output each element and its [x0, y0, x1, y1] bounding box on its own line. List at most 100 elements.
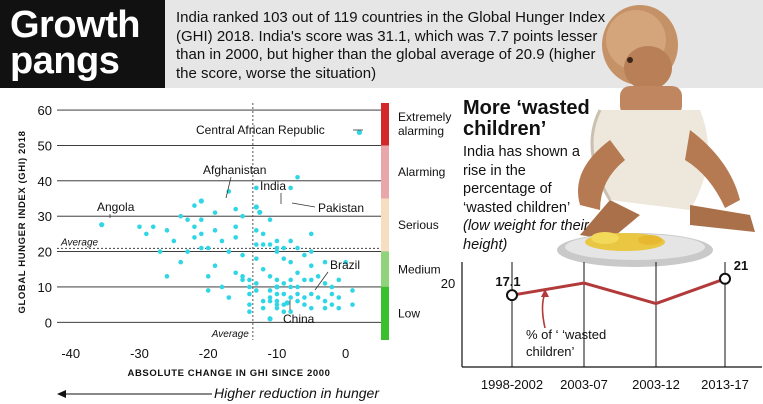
- scatter-point: [253, 185, 259, 191]
- scatter-point: [240, 277, 245, 283]
- scatter-point: [267, 217, 273, 223]
- y-tick-label: 40: [38, 174, 52, 189]
- scatter-point: [219, 238, 225, 244]
- x-tick-label: -20: [199, 346, 218, 361]
- scatter-point: [247, 284, 252, 290]
- scatter-point: [185, 217, 190, 223]
- scatter-point: [205, 245, 211, 251]
- scatter-point: [329, 284, 335, 290]
- label-leader: [291, 202, 316, 208]
- scatter-point: [226, 295, 232, 300]
- scatter-points: [99, 129, 362, 322]
- scatter-point: [178, 259, 184, 265]
- scatter-point: [295, 291, 300, 297]
- y-tick-label: 60: [38, 103, 52, 118]
- scatter-point: [205, 288, 211, 293]
- scatter-point: [322, 281, 328, 286]
- scatter-point: [315, 295, 321, 300]
- scatter-point: [137, 224, 142, 230]
- severity-label: Low: [398, 306, 420, 320]
- scatter-point: [233, 224, 238, 230]
- y-tick-label: 10: [38, 280, 52, 295]
- scatter-point: [267, 242, 273, 247]
- scatter-point: [295, 270, 300, 276]
- scatter-point: [274, 238, 280, 244]
- scatter-point: [336, 277, 342, 283]
- y-tick-label: 0: [45, 315, 52, 330]
- scatter-point: [302, 252, 307, 258]
- title-box: Growth pangs: [0, 0, 165, 88]
- x-tick-label: 0: [342, 346, 349, 361]
- scatter-point: [233, 206, 238, 212]
- scatter-point: [164, 274, 170, 279]
- scatter-point: [288, 309, 293, 315]
- average-y-label: Average: [60, 237, 99, 248]
- reduction-arrowhead: [57, 390, 66, 398]
- scatter-point: [233, 235, 238, 240]
- y-tick-label: 20: [38, 245, 52, 260]
- scatter-point: [274, 277, 280, 283]
- title-line2: pangs: [10, 40, 120, 82]
- scatter-point: [260, 242, 266, 247]
- scatter-point: [274, 302, 280, 307]
- severity-label: Extremely: [398, 110, 451, 124]
- scatter-point: [219, 284, 225, 290]
- scatter-point: [199, 231, 204, 237]
- point-label: China: [283, 312, 315, 326]
- severity-label: Medium: [398, 262, 441, 276]
- scatter-point: [212, 263, 218, 269]
- scatter-axes: 0 10 20 30 40 50 60 -40 -30 -20 -10 0 ABSOLUTE CHANG…: [17, 103, 349, 398]
- scatter-point: [192, 203, 197, 208]
- scatter-point: [185, 249, 190, 254]
- scatter-point: [253, 288, 259, 293]
- scatter-point: [267, 288, 273, 293]
- point-label: Brazil: [330, 258, 360, 272]
- scatter-point: [322, 305, 328, 311]
- scatter-point: [199, 217, 204, 223]
- scatter-point: [274, 298, 280, 304]
- severity-label: Serious: [398, 218, 439, 232]
- scatter-point: [240, 213, 245, 219]
- scatter-point: [267, 274, 273, 279]
- scatter-point: [247, 309, 252, 315]
- scatter-point: [295, 284, 300, 290]
- scatter-point: [308, 249, 314, 254]
- child-eating-photo: [557, 5, 755, 267]
- scatter-point: [157, 249, 163, 254]
- scatter-point: [253, 256, 259, 261]
- scatter-point: [171, 238, 177, 244]
- wasted-desc-italic: (low weight for their height): [463, 218, 589, 253]
- scatter-point: [302, 277, 307, 283]
- scatter-point: [350, 288, 355, 293]
- scatter-point: [247, 277, 252, 283]
- x-tick-label: -40: [61, 346, 80, 361]
- scatter-point: [253, 228, 259, 233]
- scatter-point: [192, 235, 197, 240]
- scatter-point: [199, 245, 204, 251]
- scatter-point: [281, 281, 287, 286]
- scatter-point: [240, 274, 245, 279]
- severity-band: [381, 145, 389, 199]
- x-axis-title: ABSOLUTE CHANGE IN GHI SINCE 2000: [128, 368, 331, 379]
- labeled-point: [253, 204, 259, 210]
- y-tick-label: 50: [38, 138, 52, 153]
- scatter-point: [343, 259, 348, 265]
- scatter-point: [205, 274, 211, 279]
- scatter-point: [336, 305, 342, 311]
- scatter-point: [288, 277, 293, 283]
- scatter-point: [274, 245, 280, 251]
- scatter-point: [281, 291, 287, 297]
- scatter-point: [281, 256, 287, 261]
- labeled-point: [257, 209, 263, 215]
- scatter-point: [178, 213, 184, 219]
- label-leader: [225, 176, 232, 199]
- scatter-point: [295, 174, 300, 180]
- labeled-point: [284, 300, 290, 306]
- scatter-point: [260, 266, 266, 272]
- scatter-point: [212, 228, 218, 233]
- average-x-label: Average: [211, 329, 250, 340]
- point-label: Angola: [97, 200, 135, 214]
- scatter-point: [281, 245, 287, 251]
- scatter-point: [329, 291, 335, 297]
